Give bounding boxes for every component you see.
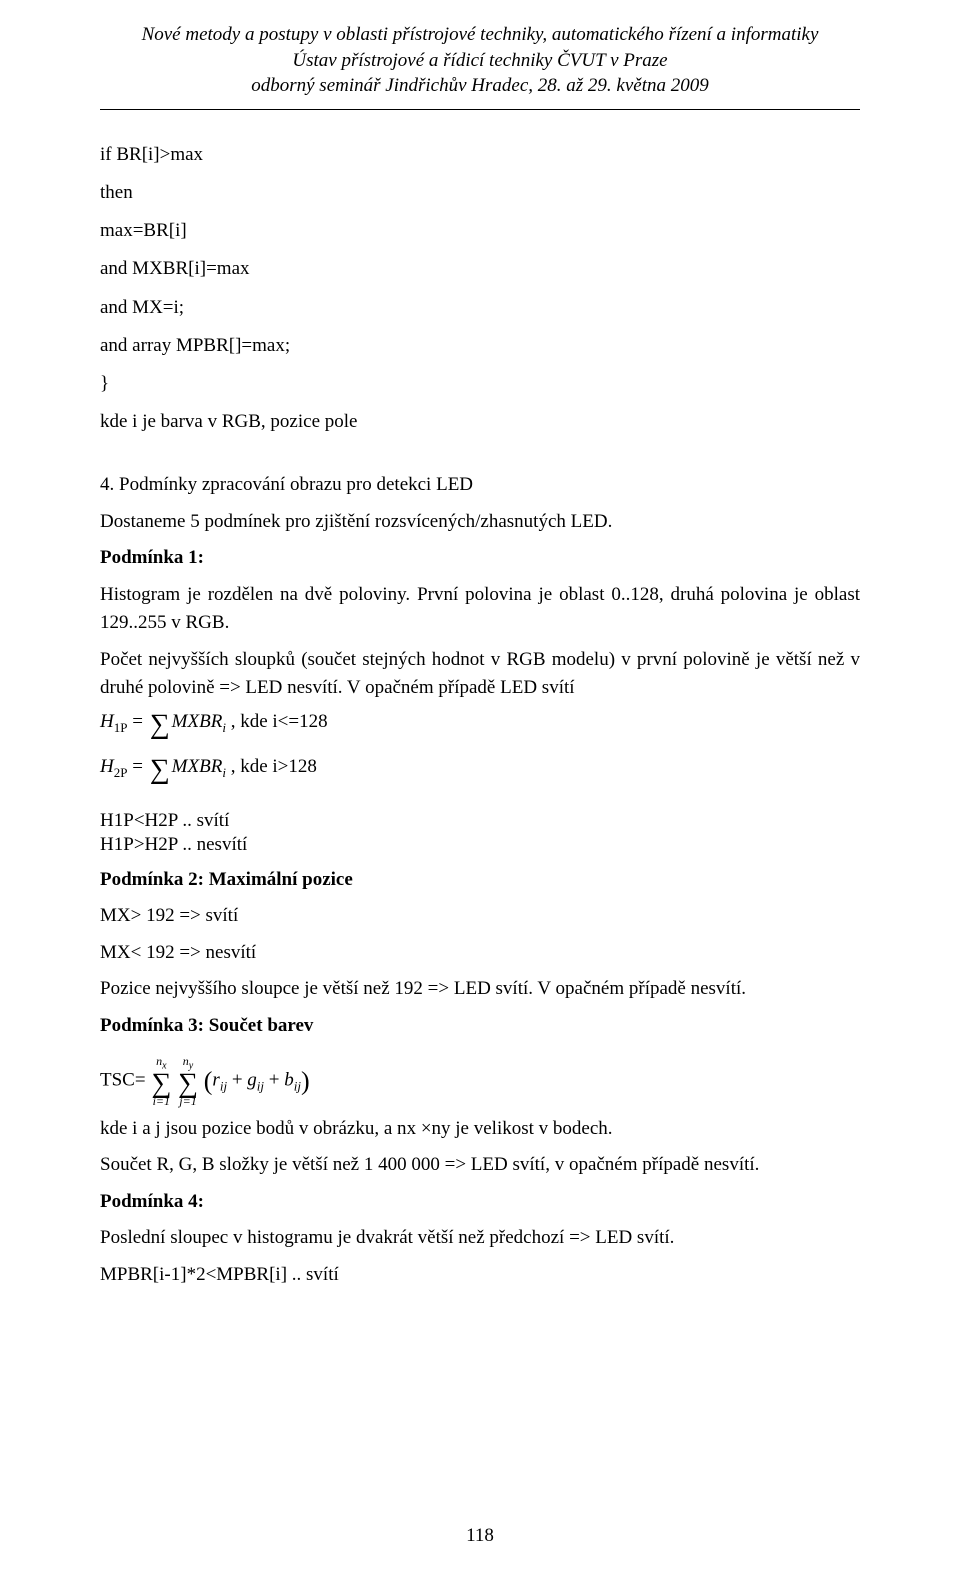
eq-sub: 2P <box>114 765 128 780</box>
sum-icon: ∑ <box>178 1071 198 1096</box>
condition-2-line: MX> 192 => svítí <box>100 902 860 931</box>
cmp-mid: >H <box>134 834 158 855</box>
condition-4-title: Podmínka 4: <box>100 1188 860 1217</box>
code-line: max=BR[i] <box>100 214 860 248</box>
header-rule <box>100 109 860 110</box>
condition-3-after1: kde i a j jsou pozice bodů v obrázku, a … <box>100 1115 860 1144</box>
condition-2-title: Podmínka 2: Maximální pozice <box>100 866 860 895</box>
condition-3-title: Podmínka 3: Součet barev <box>100 1012 860 1041</box>
condition-1-p1: Histogram je rozdělen na dvě poloviny. P… <box>100 581 860 638</box>
condition-3-after2: Součet R, G, B složky je větší než 1 400… <box>100 1151 860 1180</box>
code-line: } <box>100 367 860 401</box>
cmp-sub: 2P <box>158 834 177 855</box>
code-line: and MXBR[i]=max <box>100 252 860 286</box>
tsc-label: TSC= <box>100 1070 146 1091</box>
term-b: b <box>284 1070 294 1091</box>
condition-2-line: Pozice nejvyššího sloupce je větší než 1… <box>100 975 860 1004</box>
section-4-title: 4. Podmínky zpracování obrazu pro detekc… <box>100 471 860 500</box>
term-sub: ij <box>257 1079 264 1094</box>
compare-line-1: H1P<H2P .. svítí <box>100 809 860 834</box>
eq-tail: , kde i>128 <box>226 756 317 777</box>
equation-h2p: H2P = ∑MXBRi , kde i>128 <box>100 748 860 793</box>
code-line: kde i je barva v RGB, pozice pole <box>100 405 860 439</box>
cmp-sub: 2P <box>158 810 177 831</box>
eq-sub: 1P <box>114 720 128 735</box>
header-line-1: Nové metody a postupy v oblasti přístroj… <box>100 22 860 48</box>
page-number: 118 <box>0 1525 960 1547</box>
eq-rhs: MXBR <box>172 711 223 732</box>
section-4-intro: Dostaneme 5 podmínek pro zjištění rozsví… <box>100 508 860 537</box>
cmp-tail: .. nesvítí <box>178 834 248 855</box>
equation-h1p: H1P = ∑MXBRi , kde i<=128 <box>100 703 860 748</box>
eq-eq: = <box>127 711 147 732</box>
term-sub: ij <box>220 1079 227 1094</box>
sum-icon: ∑ <box>148 748 172 793</box>
eq-sym: H <box>100 756 114 777</box>
header-line-3: odborný seminář Jindřichův Hradec, 28. a… <box>100 73 860 99</box>
condition-4-line: Poslední sloupec v histogramu je dvakrát… <box>100 1224 860 1253</box>
code-line: and MX=i; <box>100 291 860 325</box>
condition-4-line: MPBR[i-1]*2<MPBR[i] .. svítí <box>100 1261 860 1290</box>
paren-close-icon: ) <box>301 1067 310 1096</box>
cmp-sub: 1P <box>114 810 134 831</box>
eq-sym: H <box>100 711 114 732</box>
sum-stack-2: ny ∑ j=1 <box>178 1056 198 1106</box>
cmp-mid: <H <box>134 810 158 831</box>
cmp-sym: H <box>100 810 114 831</box>
cmp-tail: .. svítí <box>178 810 230 831</box>
condition-1-title: Podmínka 1: <box>100 544 860 573</box>
cmp-sub: 1P <box>114 834 134 855</box>
equation-tsc: TSC= nx ∑ i=1 ny ∑ j=1 (rij + gij + bij) <box>100 1056 860 1106</box>
page-header: Nové metody a postupy v oblasti přístroj… <box>100 22 860 99</box>
term-r: r <box>212 1070 219 1091</box>
code-line: then <box>100 176 860 210</box>
term-g: g <box>247 1070 257 1091</box>
eq-eq: = <box>127 756 147 777</box>
eq-tail: , kde i<=128 <box>226 711 328 732</box>
condition-1-p2: Počet nejvyšších sloupků (součet stejnýc… <box>100 646 860 703</box>
compare-line-2: H1P>H2P .. nesvítí <box>100 833 860 858</box>
term-sub: ij <box>294 1079 301 1094</box>
sum-stack-1: nx ∑ i=1 <box>151 1056 171 1106</box>
eq-rhs: MXBR <box>172 756 223 777</box>
code-block: if BR[i]>max then max=BR[i] and MXBR[i]=… <box>100 138 860 440</box>
sum-icon: ∑ <box>151 1071 171 1096</box>
code-line: and array MPBR[]=max; <box>100 329 860 363</box>
condition-2-line: MX< 192 => nesvítí <box>100 939 860 968</box>
sum-icon: ∑ <box>148 703 172 748</box>
header-line-2: Ústav přístrojové a řídicí techniky ČVUT… <box>100 48 860 74</box>
cmp-sym: H <box>100 834 114 855</box>
code-line: if BR[i]>max <box>100 138 860 172</box>
